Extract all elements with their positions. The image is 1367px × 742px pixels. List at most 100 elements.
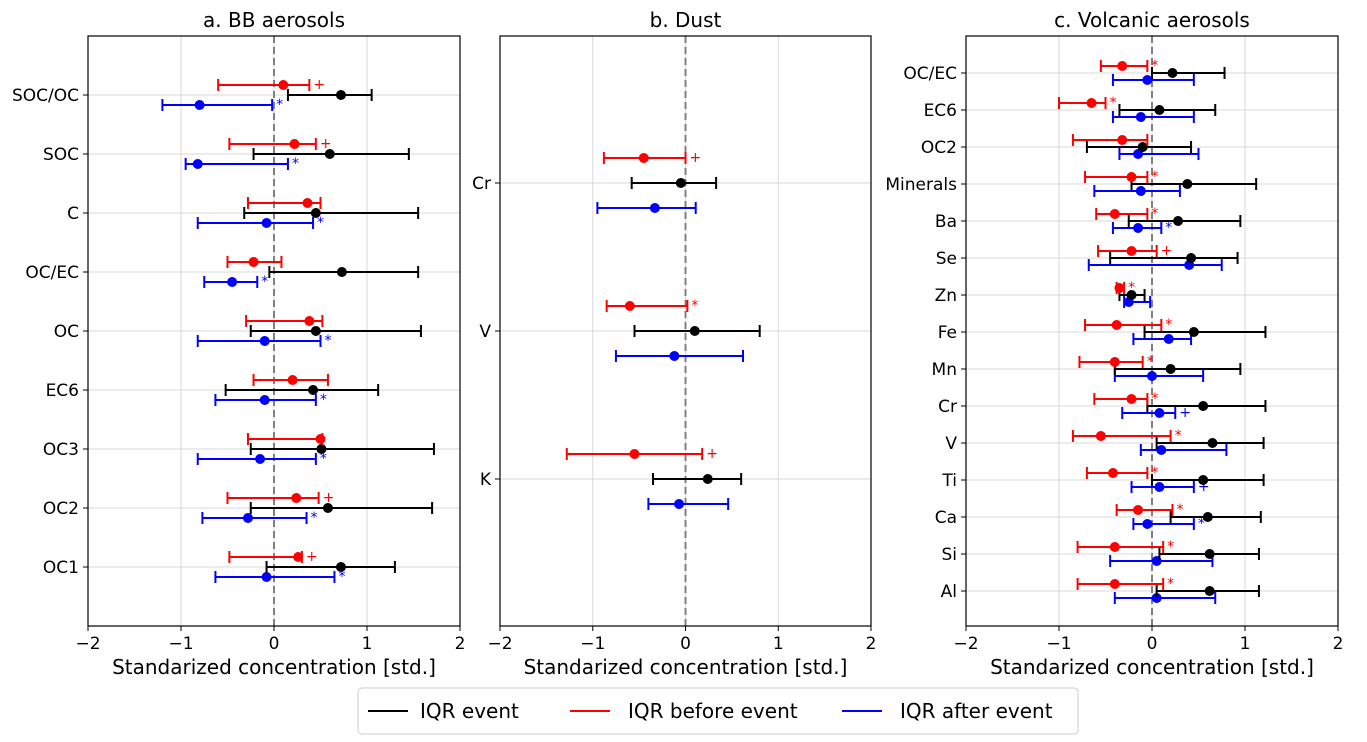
significance-mark: * (320, 392, 327, 408)
significance-mark: * (1151, 206, 1158, 222)
series-after (596, 202, 745, 510)
significance-mark: * (1176, 502, 1183, 518)
median-point-event (1198, 475, 1209, 485)
significance-mark: * (1151, 391, 1158, 407)
median-point-after (1135, 186, 1146, 196)
x-tick-label: 1 (1240, 634, 1251, 654)
x-tick-label: 1 (773, 634, 784, 654)
median-point-before (1117, 61, 1128, 71)
median-point-after (1147, 371, 1157, 381)
y-tick-label: Minerals (885, 175, 957, 195)
panel-3: c. Volcanic aerosols −2 −1 0 1 2 Standarized c… (885, 8, 1343, 679)
median-point-before (1126, 172, 1137, 182)
x-tick-label: −1 (168, 634, 193, 654)
x-tick-label: 0 (1147, 634, 1158, 654)
legend-label-before: IQR before event (628, 699, 798, 723)
median-point-before (1109, 579, 1120, 589)
y-tick-label: EC6 (924, 101, 957, 121)
median-point-before (315, 434, 326, 444)
y-tick-label: Se (936, 249, 957, 269)
significance-mark: + (1198, 479, 1210, 495)
median-point-after (192, 159, 203, 169)
significance-mark: * (1151, 58, 1158, 74)
y-tick-label: OC2 (921, 138, 957, 158)
median-point-after (1154, 482, 1165, 492)
x-tick-label: 0 (269, 634, 280, 654)
median-point-event (1165, 364, 1176, 374)
median-point-after (255, 454, 266, 464)
y-tick-label: OC2 (43, 499, 79, 519)
median-point-after (194, 100, 205, 110)
median-point-event (1204, 586, 1215, 596)
median-point-before (289, 139, 300, 149)
median-point-event (1173, 216, 1184, 226)
y-tick-label: K (480, 470, 492, 490)
median-point-before (1109, 542, 1120, 552)
x-tick-label: 2 (455, 634, 466, 654)
series-event (1085, 67, 1267, 597)
median-point-event (1202, 512, 1213, 522)
median-point-after (1142, 519, 1153, 529)
significance-mark: * (311, 510, 318, 526)
x-tick-label: 1 (362, 634, 373, 654)
y-tick-label: Al (941, 582, 957, 602)
x-tick-label: 0 (680, 634, 691, 654)
significance-mark: * (1198, 516, 1205, 532)
median-point-before (304, 316, 315, 326)
significance-mark: * (1110, 95, 1117, 111)
legend: IQR event IQR before event IQR after eve… (357, 687, 1079, 735)
median-point-event (1137, 142, 1148, 152)
y-tick-label: Ca (935, 508, 957, 528)
y-tick-label: OC3 (43, 440, 79, 460)
y-tick-label: OC/EC (25, 263, 79, 283)
median-point-event (324, 149, 335, 159)
significance-mark: * (320, 451, 327, 467)
significance-mark: * (338, 569, 345, 585)
legend-frame (357, 687, 1079, 735)
median-point-before (1086, 98, 1097, 108)
significance-mark: + (320, 136, 332, 152)
median-point-after (1133, 223, 1144, 233)
y-tick-label: OC/EC (903, 64, 957, 84)
y-tick-label: Zn (935, 286, 957, 306)
median-point-before (302, 198, 313, 208)
median-point-event (335, 562, 346, 572)
significance-mark: * (1175, 428, 1182, 444)
median-point-after (259, 336, 270, 346)
x-tick-label: −2 (953, 634, 978, 654)
median-point-before (287, 375, 298, 385)
y-tick-label: Mn (932, 360, 957, 380)
significance-mark: + (313, 77, 325, 93)
median-point-before (624, 301, 635, 311)
significance-mark: * (1167, 576, 1174, 592)
median-point-after (1156, 445, 1167, 455)
median-point-event (1182, 179, 1193, 189)
median-point-after (1154, 408, 1165, 418)
median-point-after (261, 572, 272, 582)
median-point-before (1133, 505, 1144, 515)
legend-label-event: IQR event (420, 699, 519, 723)
panel-1: a. BB aerosols −2 −1 0 1 2 Standarized concent… (12, 8, 465, 679)
y-tick-label: Ti (941, 471, 957, 491)
median-point-event (336, 267, 347, 277)
median-point-after (242, 513, 253, 523)
significance-mark: + (706, 446, 718, 462)
median-point-event (308, 385, 319, 395)
series-before: * * * * + * * * * * * * * * (1058, 58, 1183, 592)
series-before: + * + (565, 150, 718, 462)
y-tick-label: OC1 (43, 558, 79, 578)
series-after: * + + * (1087, 74, 1228, 604)
median-point-before (293, 552, 304, 562)
median-point-event (1154, 105, 1165, 115)
significance-mark: * (325, 333, 332, 349)
median-point-before (278, 80, 289, 90)
panel-title: a. BB aerosols (203, 8, 345, 32)
panels: a. BB aerosols −2 −1 0 1 2 Standarized concent… (12, 8, 1343, 679)
y-tick-label: C (67, 204, 79, 224)
median-point-event (310, 326, 321, 336)
median-point-event (322, 503, 333, 513)
series-before: + + + + (217, 77, 334, 565)
y-tick-label: V (479, 322, 491, 342)
panel-2: b. Dust −2 −1 0 1 2 Standarized concentration … (472, 8, 876, 679)
